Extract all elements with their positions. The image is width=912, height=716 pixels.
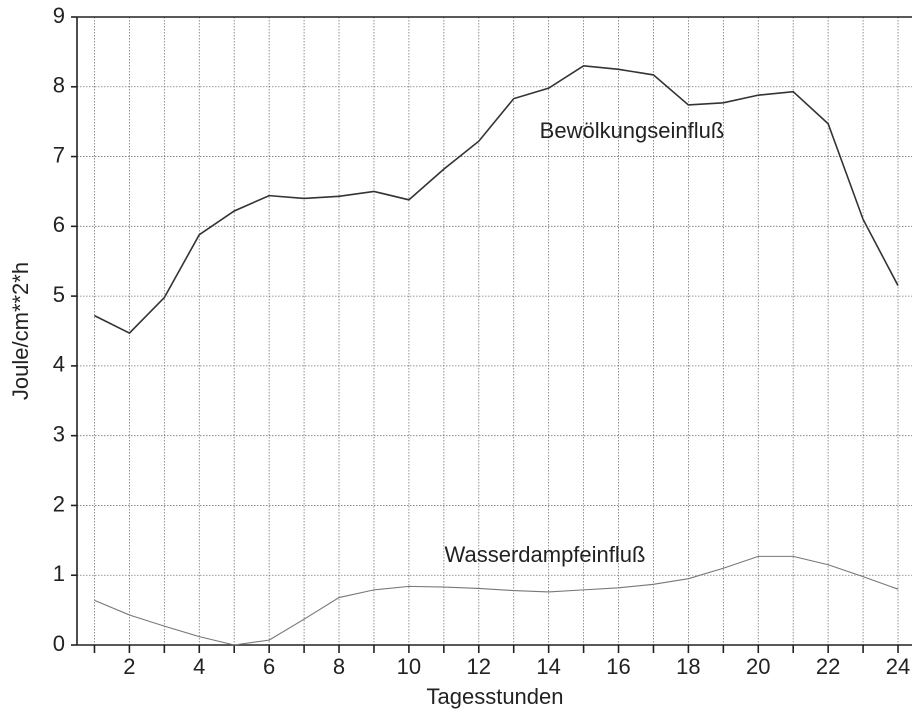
x-tick-label: 20 <box>746 654 770 679</box>
y-tick-label: 0 <box>53 631 65 656</box>
x-tick-label: 18 <box>676 654 700 679</box>
y-tick-label: 5 <box>53 282 65 307</box>
x-tick-label: 4 <box>193 654 205 679</box>
series-label: Bewölkungseinfluß <box>540 118 725 143</box>
series-line <box>94 65 899 335</box>
x-tick-label: 2 <box>123 654 135 679</box>
y-axis-label: Joule/cm**2*h <box>8 262 33 400</box>
y-tick-label: 4 <box>53 352 65 377</box>
x-tick-label: 6 <box>263 654 275 679</box>
series-label: Wasserdampfeinfluß <box>445 542 646 567</box>
y-tick-label: 7 <box>53 142 65 167</box>
y-tick-label: 2 <box>53 491 65 516</box>
x-tick-label: 14 <box>536 654 560 679</box>
y-tick-label: 3 <box>53 421 65 446</box>
x-tick-label: 24 <box>886 654 910 679</box>
x-axis-label: Tagesstunden <box>427 684 564 709</box>
x-tick-label: 16 <box>606 654 630 679</box>
y-tick-label: 6 <box>53 212 65 237</box>
x-tick-label: 8 <box>333 654 345 679</box>
y-tick-label: 1 <box>53 561 65 586</box>
x-tick-label: 22 <box>816 654 840 679</box>
x-tick-label: 10 <box>397 654 421 679</box>
x-tick-label: 12 <box>467 654 491 679</box>
y-tick-label: 8 <box>53 73 65 98</box>
y-tick-label: 9 <box>53 3 65 28</box>
series-line <box>94 555 899 646</box>
